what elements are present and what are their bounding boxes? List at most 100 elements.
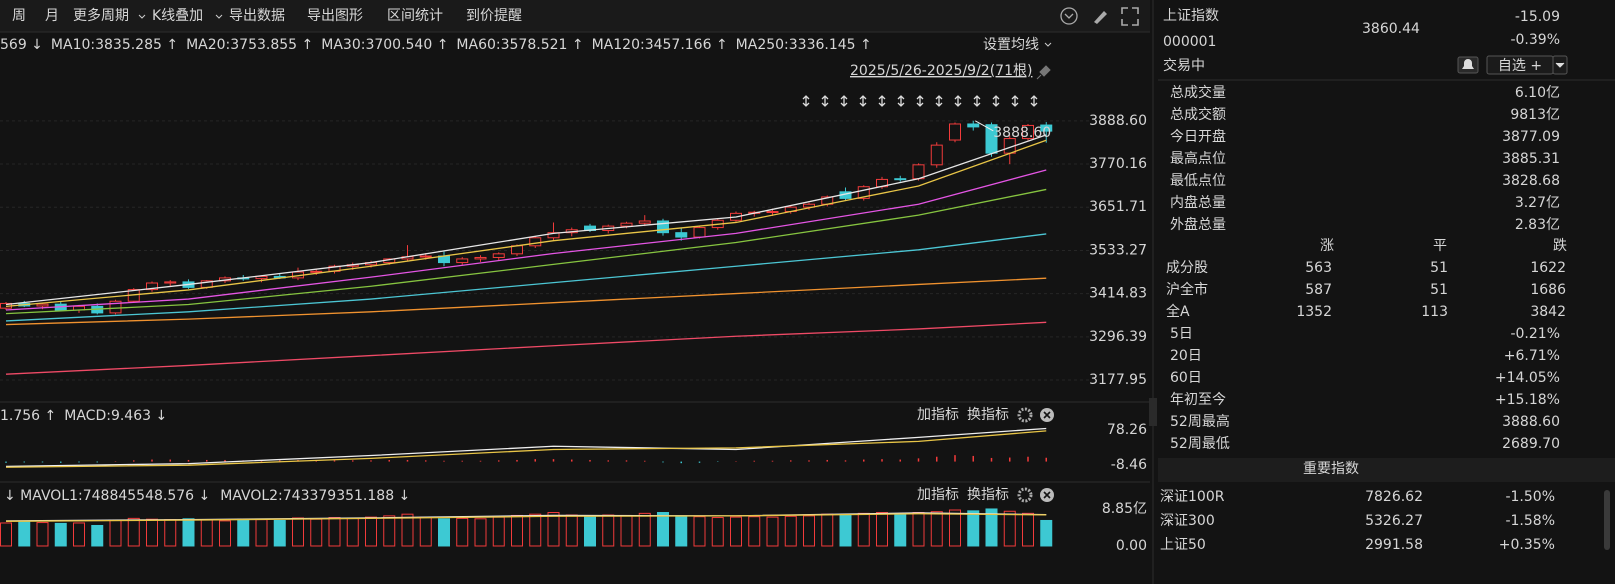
ma-line xyxy=(5,321,1047,375)
volume-bar xyxy=(784,515,797,547)
index-price: 2991.58 xyxy=(1365,537,1423,553)
volume-bar xyxy=(255,519,268,547)
ma-legend: 569 ↓ xyxy=(0,37,43,53)
mavol2-line xyxy=(5,513,1047,522)
index-name[interactable]: 上证50 xyxy=(1160,537,1206,553)
volume-bar xyxy=(930,511,943,547)
panel-tool[interactable]: 加指标 xyxy=(917,407,959,423)
scrollbar[interactable] xyxy=(1604,490,1610,550)
volume-bar xyxy=(1003,510,1016,547)
candle-body xyxy=(693,227,706,238)
event-marker[interactable] xyxy=(973,95,981,107)
toolbar-item[interactable]: K线叠加 xyxy=(152,8,203,24)
macd-legend: 1.756 ↑ xyxy=(0,408,56,424)
volume-bar xyxy=(620,514,633,547)
ma-legend: MA20:3753.855 ↑ xyxy=(186,37,313,53)
candle-body xyxy=(930,144,943,166)
event-marker[interactable] xyxy=(935,95,943,107)
volume-bar xyxy=(365,516,377,547)
index-name[interactable]: 深证100R xyxy=(1160,489,1225,505)
event-marker[interactable] xyxy=(897,95,905,107)
bell-icon xyxy=(1462,59,1474,69)
toolbar xyxy=(0,0,1150,32)
toolbar-item[interactable]: 区间统计 xyxy=(387,8,443,24)
fullscreen-icon[interactable] xyxy=(1121,7,1139,26)
y-tick-label: 3770.16 xyxy=(1089,156,1147,172)
candle-body xyxy=(1040,124,1053,132)
event-marker[interactable] xyxy=(821,95,829,107)
volume-bar xyxy=(803,515,815,547)
stat-label: 总成交额 xyxy=(1170,106,1226,123)
stat-label: 最高点位 xyxy=(1170,150,1226,167)
index-price: 7826.62 xyxy=(1365,489,1423,505)
event-marker[interactable] xyxy=(1030,95,1038,107)
candle-body xyxy=(657,220,669,234)
volume-bar xyxy=(967,510,980,547)
return-value: +6.71% xyxy=(1504,348,1560,364)
event-marker[interactable] xyxy=(859,95,867,107)
candle-body xyxy=(675,232,688,238)
draw-icon[interactable] xyxy=(1094,11,1107,24)
candle-body xyxy=(912,164,925,180)
event-marker[interactable] xyxy=(1011,95,1019,107)
dea-line xyxy=(5,430,1047,468)
toolbar-item[interactable]: 导出数据 xyxy=(229,8,285,24)
stat-value: 9813亿 xyxy=(1510,107,1560,123)
panel-tool[interactable]: 加指标 xyxy=(917,487,959,503)
volume-bar xyxy=(346,517,359,547)
watch-label[interactable]: 自选 + xyxy=(1498,58,1542,74)
chevron xyxy=(215,14,223,19)
y-tick-label: 3651.71 xyxy=(1089,199,1147,215)
panel-tool[interactable]: 换指标 xyxy=(967,406,1009,423)
toolbar-item[interactable]: 周 xyxy=(12,8,26,24)
ma-legend: MA30:3700.540 ↑ xyxy=(321,37,448,53)
volume-legend: ↓ MAVOL1:748845548.576 ↓ xyxy=(4,488,210,504)
event-marker[interactable] xyxy=(840,95,848,107)
breadth-down: 3842 xyxy=(1530,304,1566,320)
settings-icon[interactable] xyxy=(1017,407,1033,423)
volume-bar xyxy=(511,514,523,547)
collapse-icon[interactable] xyxy=(1060,7,1078,25)
event-marker[interactable] xyxy=(954,95,962,107)
volume-bar xyxy=(474,518,487,547)
candle-body xyxy=(419,255,432,258)
toolbar-item[interactable]: 到价提醒 xyxy=(466,8,522,24)
section-header xyxy=(1158,458,1615,482)
volume-bar xyxy=(292,517,304,547)
return-value: -0.21% xyxy=(1510,326,1560,342)
event-marker[interactable] xyxy=(802,95,810,107)
breadth-flat: 51 xyxy=(1430,282,1448,298)
return-label: 52周最低 xyxy=(1170,436,1230,452)
volume-bar xyxy=(146,518,158,547)
volume-bar xyxy=(730,516,742,547)
settings-icon[interactable] xyxy=(1017,487,1033,503)
ma-settings[interactable]: 设置均线 xyxy=(983,37,1039,53)
candle-body xyxy=(474,256,487,260)
y-tick-label: 8.85亿 xyxy=(1102,501,1147,517)
volume-bar xyxy=(876,512,888,547)
panel-tool[interactable]: 换指标 xyxy=(967,486,1009,503)
price: 3860.44 xyxy=(1362,21,1420,37)
return-label: 20日 xyxy=(1170,348,1202,364)
date-range[interactable]: 2025/5/26-2025/9/2(71根) xyxy=(850,63,1032,79)
ma-legend: MA120:3457.166 ↑ xyxy=(592,37,728,53)
pin-icon[interactable] xyxy=(1036,65,1051,80)
toolbar-item[interactable]: 更多周期 xyxy=(73,7,129,24)
breadth-label: 成分股 xyxy=(1166,260,1208,276)
volume-bar xyxy=(91,524,104,547)
volume-bar xyxy=(219,520,231,547)
toolbar-item[interactable]: 导出图形 xyxy=(307,8,363,24)
candle-body xyxy=(766,211,779,214)
ma-legend: MA10:3835.285 ↑ xyxy=(51,37,178,53)
event-marker[interactable] xyxy=(916,95,924,107)
event-marker[interactable] xyxy=(992,95,1000,107)
stat-value: 3828.68 xyxy=(1502,173,1560,189)
event-marker[interactable] xyxy=(878,95,886,107)
collapse-handle[interactable] xyxy=(1149,398,1157,426)
candle-body xyxy=(109,300,122,314)
candle-body xyxy=(529,237,542,247)
index-name[interactable]: 深证300 xyxy=(1160,513,1215,529)
toolbar-item[interactable]: 月 xyxy=(45,8,59,24)
volume-bar xyxy=(693,516,706,547)
return-value: +15.18% xyxy=(1495,392,1560,408)
